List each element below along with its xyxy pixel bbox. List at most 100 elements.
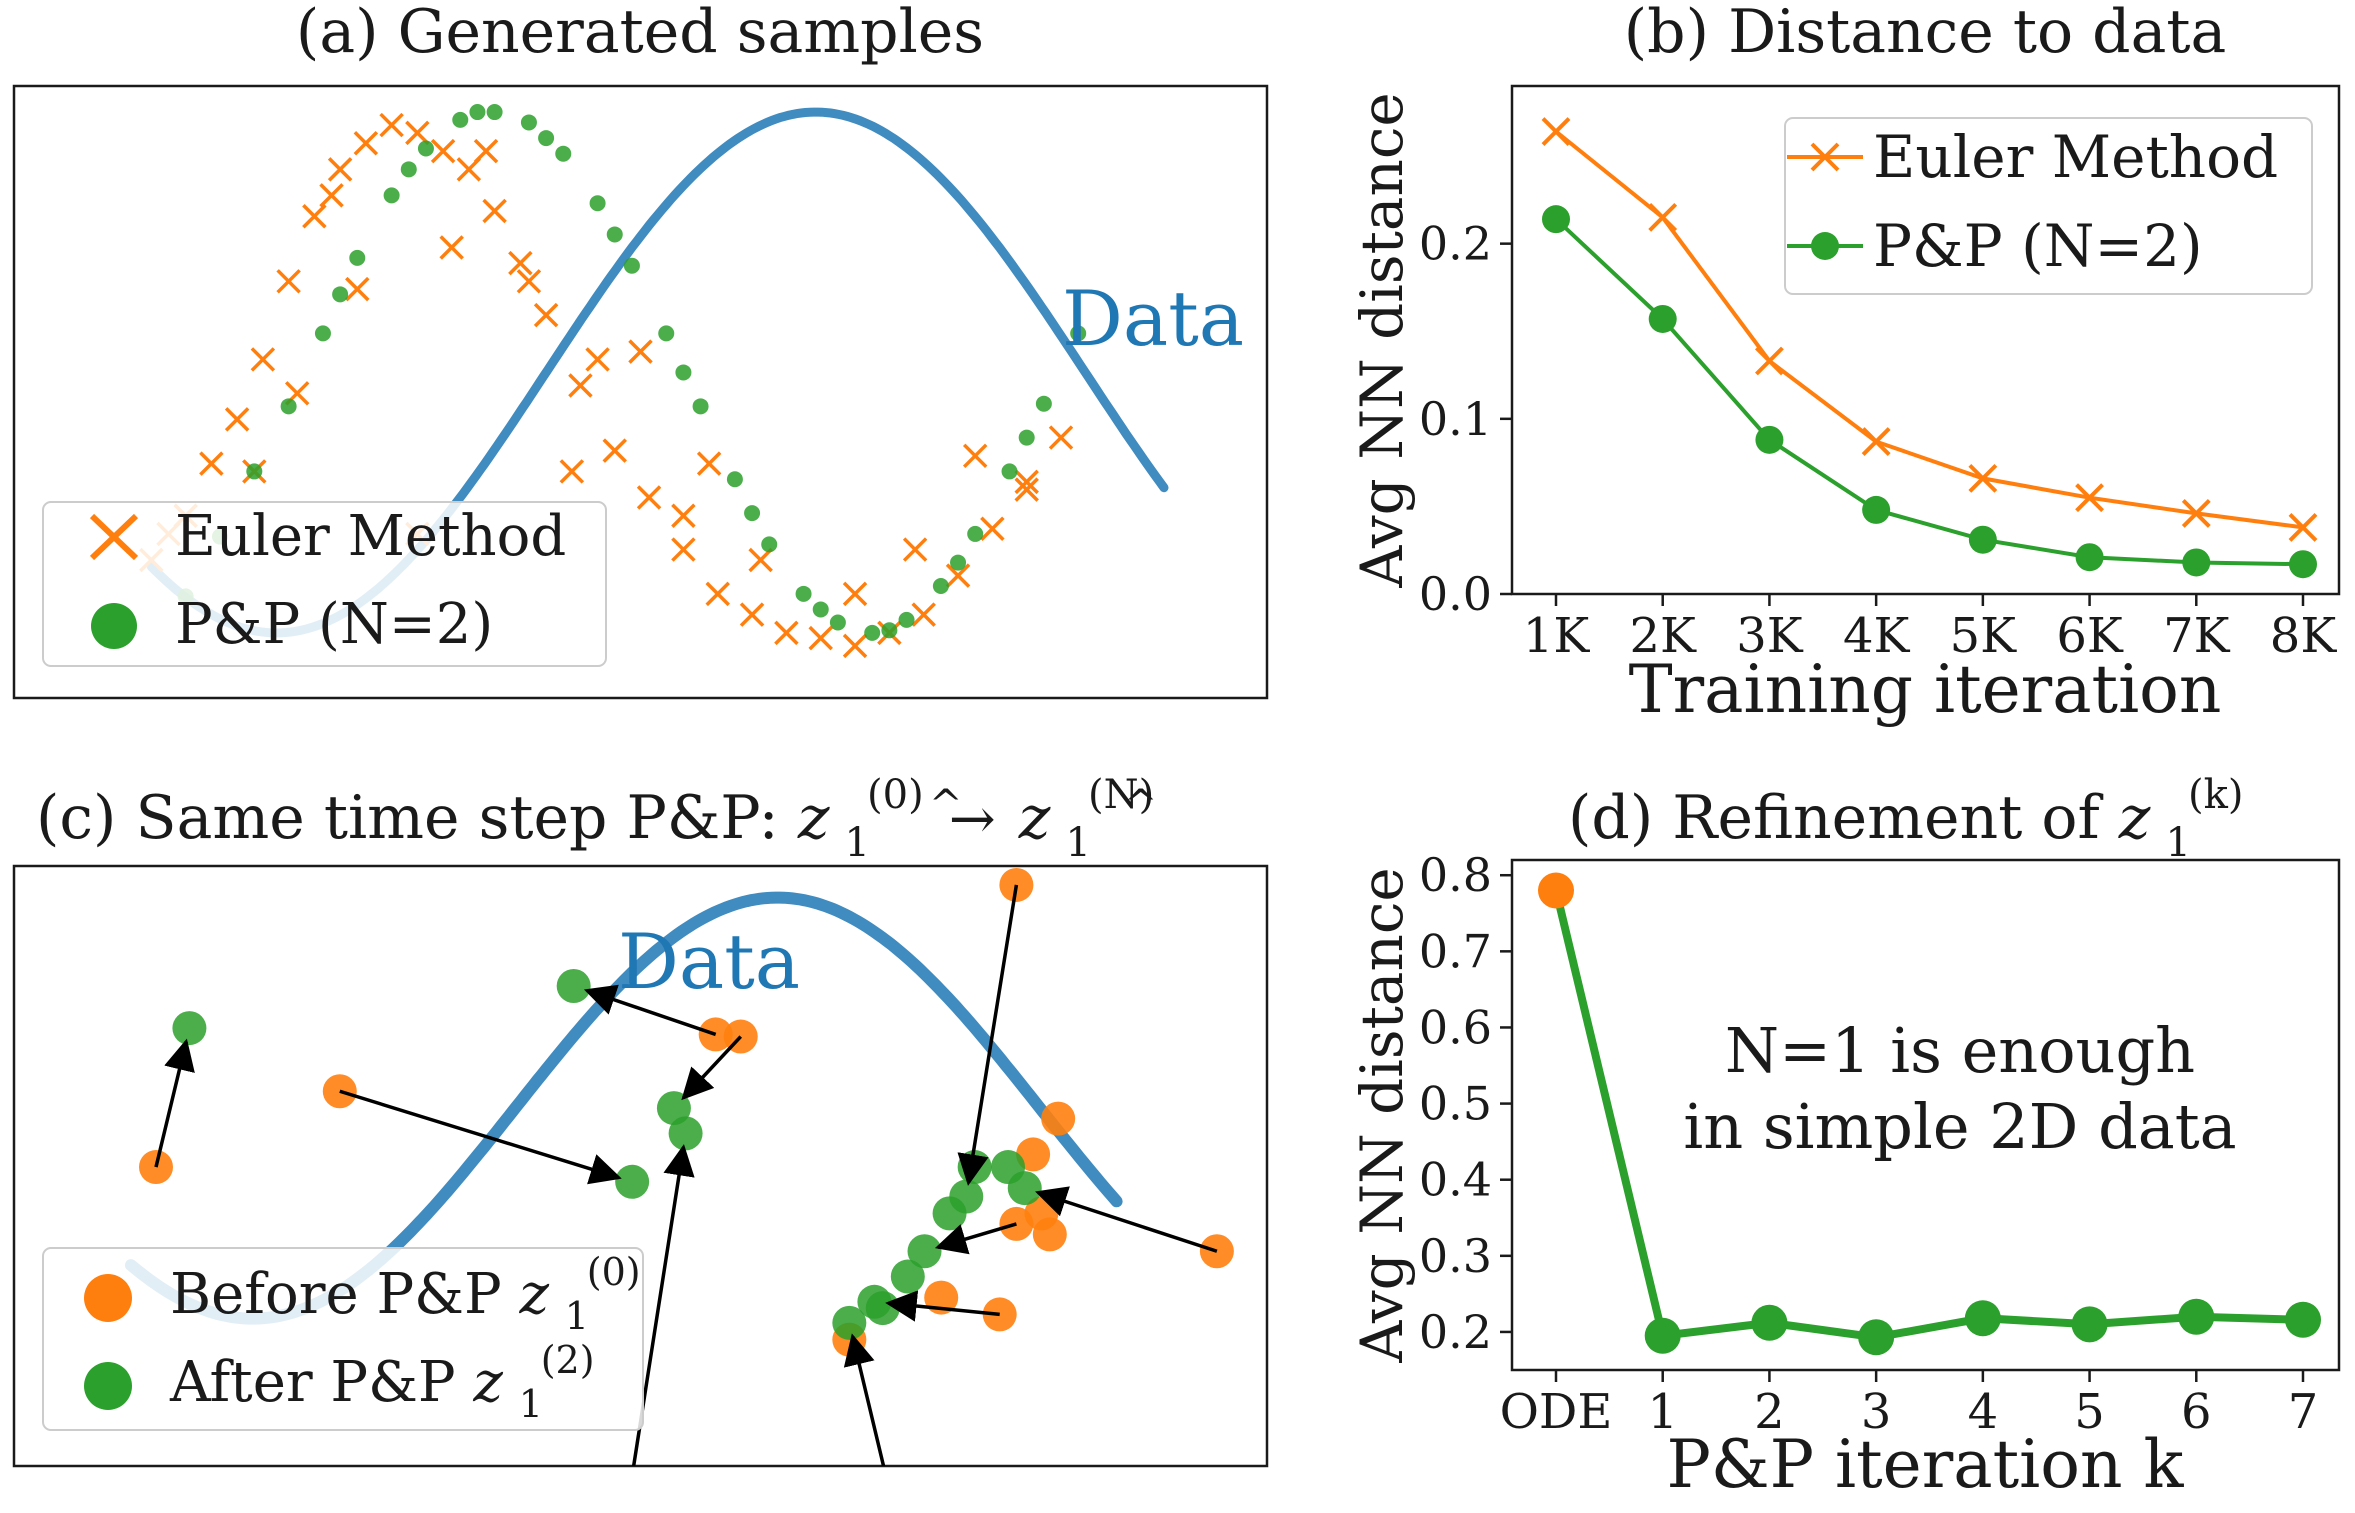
panel-b-xlabel: Training iteration xyxy=(1629,651,2222,728)
panel-b-xtick-label-1: 2K xyxy=(1630,608,1698,664)
panel-a-pp-point-15 xyxy=(692,398,709,415)
panel-a-pp-point-22 xyxy=(932,578,949,595)
panel-c-arrow-3 xyxy=(681,1035,743,1101)
panel-a-euler-point-38-stroke-2 xyxy=(559,459,585,484)
panel-b-series-0-point-7-stroke-2 xyxy=(2288,513,2318,542)
panel-b-series-1-point-2 xyxy=(1755,425,1784,454)
panel-a-pp-point-32 xyxy=(675,364,692,381)
panel-c-title: (c) Same time step P&P: z 1 (0) → z 1 (N… xyxy=(36,753,1154,871)
panel-c-arrow-1 xyxy=(339,1089,622,1185)
panel-c-title-text: (c) Same time step P&P: xyxy=(36,783,798,853)
panel-c-legend-before-label: Before P&P z 1 (0) xyxy=(170,1250,641,1343)
panel-a-euler-point-41 xyxy=(628,339,653,364)
panel-a-legend-euler-label: Euler Method xyxy=(175,504,566,569)
panel-b-legend-euler-label: Euler Method xyxy=(1873,123,2278,191)
panel-a-euler-point-7-stroke-2 xyxy=(302,203,327,229)
panel-a-pp-point-2 xyxy=(246,463,263,480)
panel-a-euler-point-24-stroke-2 xyxy=(808,625,833,651)
panel-c-after-point-2 xyxy=(556,969,591,1003)
panel-d-ytick-label-1: 0.3 xyxy=(1419,1229,1492,1283)
panel-a-euler-point-9 xyxy=(353,131,379,156)
panel-d-xtick-label-0: ODE xyxy=(1500,1384,1613,1440)
panel-c-arrow-8 xyxy=(843,1333,886,1466)
panel-a-pp-point-7 xyxy=(417,140,434,157)
panel-d-series-0-point-2 xyxy=(1751,1304,1788,1341)
panel-d-series-0-point-7 xyxy=(2285,1301,2321,1338)
panel-a-euler-point-27-stroke-2 xyxy=(911,602,936,627)
panel-c-plot-area xyxy=(124,867,1234,1466)
panel-a-euler-point-49-stroke-2 xyxy=(842,581,868,607)
panel-c-after-point-8 xyxy=(832,1305,867,1340)
panel-b-series-0-point-5-stroke-2 xyxy=(2075,483,2104,513)
panel-a-euler-point-7 xyxy=(302,203,327,229)
panel-b-series-0-line xyxy=(1554,129,2304,530)
panel-a-title: (a) Generated samples xyxy=(296,0,984,67)
panel-a-euler-point-27 xyxy=(911,602,936,627)
panel-c-arrow-7 xyxy=(631,1144,695,1466)
panel-b-series-0-point-6-stroke-2 xyxy=(2181,499,2211,528)
panel-a-euler-point-5 xyxy=(250,347,276,372)
panel-c-extra-before-1 xyxy=(1041,1101,1076,1136)
panel-a-euler-point-23-stroke-2 xyxy=(774,620,799,646)
panel-d-title: (d) Refinement of z 1 (k) xyxy=(1568,772,2243,871)
panel-b-series-1-point-0 xyxy=(1542,205,1570,234)
panel-c-hat-from: ^ xyxy=(929,782,963,828)
panel-a-euler-point-43 xyxy=(516,269,542,294)
panel-c-extra-before-0 xyxy=(1016,1137,1051,1172)
panel-a-euler-point-8-stroke-2 xyxy=(327,157,353,182)
panel-c-title-z-to-sub: 1 xyxy=(1066,820,1091,866)
panel-d-xlabel: P&P iteration k xyxy=(1667,1426,2185,1503)
panel-a-euler-point-28-stroke-2 xyxy=(945,563,971,588)
panel-b-xtick-label-7: 8K xyxy=(2270,608,2338,664)
panel-d-xtick-label-5: 5 xyxy=(2074,1384,2105,1440)
panel-a-euler-point-25 xyxy=(842,633,868,659)
panel-c-after-point-7 xyxy=(668,1116,703,1151)
panel-a-pp-point-31 xyxy=(606,226,623,243)
panel-a-euler-point-42-stroke-2 xyxy=(585,347,610,372)
panel-a-euler-point-44 xyxy=(902,537,928,562)
panel-c-after-point-4 xyxy=(949,1179,984,1214)
panel-a: (a) Generated samples Data Euler Method … xyxy=(12,0,1269,700)
panel-a-euler-point-30 xyxy=(1014,469,1039,495)
panel-d-xtick-label-2: 2 xyxy=(1754,1384,1785,1440)
panel-c-after-point-6 xyxy=(857,1284,892,1319)
panel-b-ytick-label-0: 0.0 xyxy=(1419,567,1492,621)
panel-a-euler-point-17 xyxy=(568,373,593,398)
panel-c-legend-before-sup: (0) xyxy=(587,1250,641,1294)
panel-a-pp-point-8 xyxy=(452,111,469,128)
panel-a-euler-point-46-stroke-2 xyxy=(1014,477,1039,502)
panel-a-euler-point-32 xyxy=(345,276,370,302)
panel-a-plot-area xyxy=(139,104,1169,659)
panel-a-pp-point-33 xyxy=(744,505,761,522)
panel-a-euler-point-46 xyxy=(1014,477,1039,502)
panel-c-legend-after-icon xyxy=(84,1362,132,1410)
panel-a-euler-point-22-stroke-2 xyxy=(739,602,765,627)
panel-d-xtick-label-7: 7 xyxy=(2288,1384,2319,1440)
panel-a-euler-point-29-stroke-2 xyxy=(980,516,1005,541)
panel-b-series-0-point-3 xyxy=(1861,427,1891,457)
panel-a-euler-point-19 xyxy=(636,485,662,510)
panel-a-euler-point-32-stroke-2 xyxy=(345,276,370,302)
panel-a-pp-point-16 xyxy=(726,471,743,488)
panel-a-euler-point-40 xyxy=(748,547,773,573)
panel-a-pp-point-34 xyxy=(812,601,829,618)
panel-c-arrow-2 xyxy=(583,984,717,1037)
panel-a-euler-point-18 xyxy=(602,438,627,463)
panel-c-frame xyxy=(12,864,1269,1468)
panel-b-series-0-point-0-stroke-2 xyxy=(1541,117,1571,146)
panel-d-annotation-line-1: N=1 is enough xyxy=(1725,1014,2195,1087)
panel-b: (b) Distance to data Avg NN distance Tra… xyxy=(1348,0,2341,728)
panel-a-euler-point-17-stroke-2 xyxy=(568,373,593,398)
panel-a-euler-point-16 xyxy=(533,302,559,328)
panel-a-euler-point-48 xyxy=(319,183,344,208)
panel-b-xtick-label-6: 7K xyxy=(2163,608,2231,664)
panel-d-series-0-point-6 xyxy=(2178,1298,2215,1335)
panel-b-series-0-point-4-stroke-2 xyxy=(1968,463,1998,493)
panel-a-euler-point-20 xyxy=(671,537,696,562)
panel-b-series-0-point-5 xyxy=(2075,483,2104,513)
panel-a-pp-point-17 xyxy=(761,536,778,553)
panel-a-pp-point-20 xyxy=(864,624,881,641)
panel-c-legend-before-text: Before P&P xyxy=(170,1262,519,1327)
panel-c-arrow-4 xyxy=(957,884,1019,1186)
panel-a-pp-point-3 xyxy=(280,398,297,415)
